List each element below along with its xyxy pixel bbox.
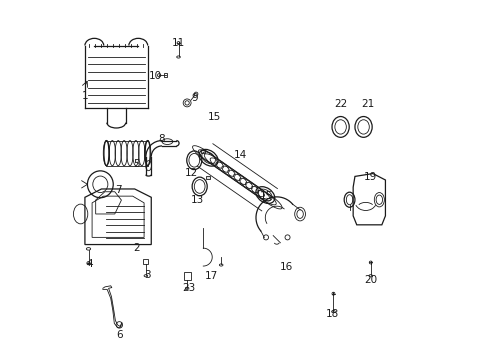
Bar	[183, 272, 190, 280]
Text: 2: 2	[133, 243, 139, 253]
Text: 17: 17	[204, 271, 218, 281]
Text: 20: 20	[364, 275, 377, 285]
Text: 1: 1	[81, 91, 88, 101]
Bar	[143, 259, 148, 264]
Text: 7: 7	[115, 185, 122, 195]
Text: 13: 13	[190, 195, 203, 205]
Text: 14: 14	[234, 150, 247, 160]
Text: 3: 3	[144, 270, 151, 280]
Text: 10: 10	[149, 71, 162, 81]
Text: 6: 6	[116, 330, 123, 340]
Bar	[201, 149, 204, 153]
Text: 5: 5	[133, 159, 140, 169]
Bar	[163, 73, 167, 77]
Text: 23: 23	[183, 283, 196, 293]
Text: 4: 4	[86, 259, 93, 269]
Text: 18: 18	[325, 310, 338, 319]
Text: 16: 16	[280, 262, 293, 272]
Text: 12: 12	[185, 168, 198, 178]
Text: 15: 15	[259, 191, 272, 201]
Text: 19: 19	[364, 172, 377, 182]
Text: 21: 21	[361, 99, 374, 109]
Text: 11: 11	[172, 38, 185, 48]
Text: 8: 8	[159, 134, 165, 144]
Text: 22: 22	[334, 99, 347, 109]
Text: 15: 15	[207, 112, 220, 122]
Text: 9: 9	[191, 93, 198, 103]
Bar	[206, 176, 210, 179]
